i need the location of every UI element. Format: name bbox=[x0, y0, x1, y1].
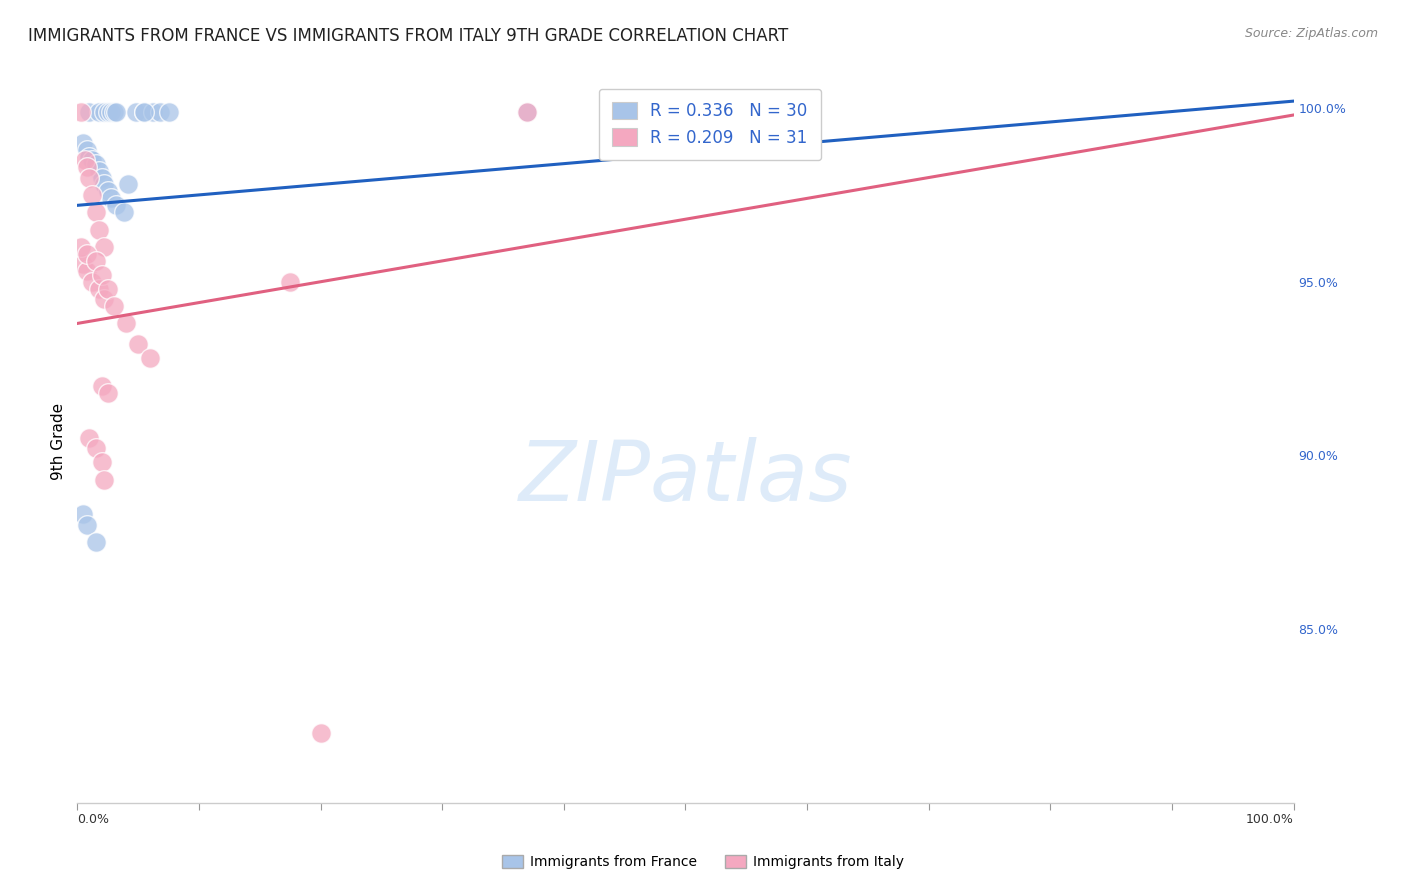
Point bbox=[90, 268, 112, 282]
Point bbox=[90, 455, 112, 469]
Text: 100.0%: 100.0% bbox=[1246, 814, 1294, 826]
Legend: R = 0.336   N = 30, R = 0.209   N = 31: R = 0.336 N = 30, R = 0.209 N = 31 bbox=[599, 88, 821, 160]
Point bbox=[134, 104, 156, 119]
Point bbox=[127, 337, 149, 351]
Point bbox=[80, 188, 103, 202]
Point bbox=[516, 104, 538, 119]
Point bbox=[84, 156, 107, 170]
Point bbox=[84, 442, 107, 456]
Point bbox=[100, 191, 122, 205]
Point bbox=[157, 104, 180, 119]
Point bbox=[97, 282, 120, 296]
Point bbox=[97, 104, 120, 119]
Point bbox=[76, 517, 98, 532]
Point bbox=[105, 198, 128, 212]
Point bbox=[79, 150, 101, 164]
Legend: Immigrants from France, Immigrants from Italy: Immigrants from France, Immigrants from … bbox=[495, 848, 911, 876]
Text: 0.0%: 0.0% bbox=[77, 814, 110, 826]
Point bbox=[89, 163, 111, 178]
Point bbox=[84, 205, 107, 219]
Point bbox=[125, 104, 148, 119]
Y-axis label: 9th Grade: 9th Grade bbox=[51, 403, 66, 480]
Point bbox=[139, 351, 162, 366]
Point bbox=[80, 275, 103, 289]
Point bbox=[90, 170, 112, 185]
Point bbox=[97, 185, 120, 199]
Text: IMMIGRANTS FROM FRANCE VS IMMIGRANTS FROM ITALY 9TH GRADE CORRELATION CHART: IMMIGRANTS FROM FRANCE VS IMMIGRANTS FRO… bbox=[28, 27, 789, 45]
Point bbox=[70, 240, 93, 254]
Point bbox=[72, 508, 94, 522]
Point bbox=[90, 379, 112, 393]
Point bbox=[93, 292, 115, 306]
Text: ZIPatlas: ZIPatlas bbox=[519, 437, 852, 518]
Point bbox=[80, 153, 103, 168]
Point bbox=[89, 104, 111, 119]
Point bbox=[134, 104, 156, 119]
Point bbox=[105, 104, 128, 119]
Point bbox=[79, 170, 101, 185]
Point bbox=[309, 726, 332, 740]
Point bbox=[278, 275, 301, 289]
Point bbox=[72, 136, 94, 150]
Point bbox=[93, 104, 115, 119]
Point bbox=[73, 153, 96, 168]
Text: Source: ZipAtlas.com: Source: ZipAtlas.com bbox=[1244, 27, 1378, 40]
Point bbox=[516, 104, 538, 119]
Point bbox=[84, 535, 107, 549]
Point bbox=[97, 385, 120, 400]
Point bbox=[112, 205, 135, 219]
Point bbox=[76, 247, 98, 261]
Point bbox=[93, 473, 115, 487]
Point bbox=[72, 257, 94, 271]
Point bbox=[149, 104, 172, 119]
Point bbox=[93, 178, 115, 192]
Point bbox=[100, 104, 122, 119]
Point bbox=[76, 143, 98, 157]
Point bbox=[79, 431, 101, 445]
Point bbox=[76, 264, 98, 278]
Point bbox=[115, 317, 138, 331]
Point bbox=[103, 299, 125, 313]
Point bbox=[103, 104, 125, 119]
Point bbox=[76, 160, 98, 174]
Point bbox=[79, 104, 101, 119]
Point bbox=[70, 104, 93, 119]
Point bbox=[117, 178, 139, 192]
Point bbox=[142, 104, 165, 119]
Point bbox=[93, 240, 115, 254]
Point bbox=[89, 222, 111, 236]
Point bbox=[89, 282, 111, 296]
Point bbox=[84, 253, 107, 268]
